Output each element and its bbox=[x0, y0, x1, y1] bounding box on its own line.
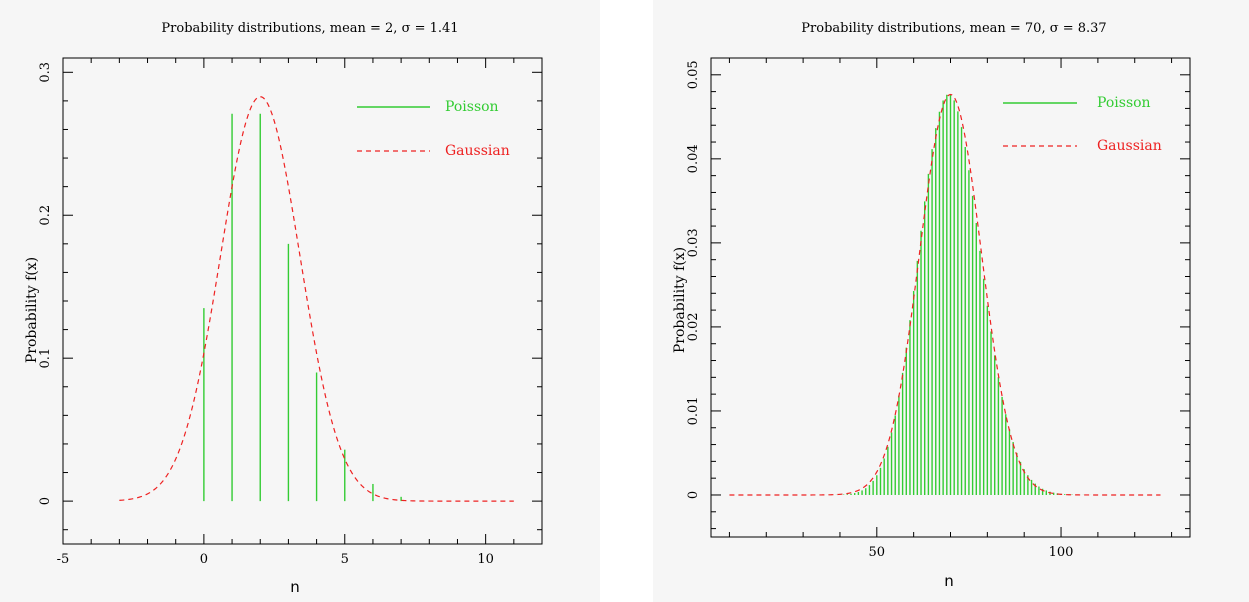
gaussian-curve bbox=[729, 93, 1161, 496]
legend-label-poisson: Poisson bbox=[445, 99, 499, 115]
chart-title: Probability distributions, mean = 70, σ … bbox=[801, 21, 1106, 36]
x-tick-label: 100 bbox=[1049, 545, 1074, 560]
y-tick-label: 0.3 bbox=[38, 62, 53, 83]
x-axis-label: n bbox=[944, 572, 954, 590]
y-tick-label: 0.05 bbox=[686, 60, 701, 89]
y-tick-label: 0.02 bbox=[686, 312, 701, 341]
left-chart-panel: Probability distributions, mean = 2, σ =… bbox=[0, 0, 600, 602]
plot-frame bbox=[62, 57, 543, 545]
right-chart: Probability distributions, mean = 70, σ … bbox=[672, 21, 1191, 590]
y-tick-label: 0.01 bbox=[686, 396, 701, 425]
right-chart-panel: Probability distributions, mean = 70, σ … bbox=[653, 0, 1249, 602]
left-chart: Probability distributions, mean = 2, σ =… bbox=[24, 21, 543, 596]
y-axis-label: Probability f(x) bbox=[672, 247, 688, 353]
y-axis-label: Probability f(x) bbox=[24, 257, 40, 363]
y-tick-label: 0.2 bbox=[38, 205, 53, 226]
legend-label-poisson: Poisson bbox=[1097, 95, 1151, 111]
y-tick-label: 0 bbox=[38, 497, 53, 505]
gaussian-curve bbox=[119, 96, 514, 502]
x-tick-label: -5 bbox=[57, 552, 70, 567]
x-tick-label: 50 bbox=[869, 545, 886, 560]
y-tick-label: 0 bbox=[686, 491, 701, 499]
y-tick-label: 0.03 bbox=[686, 228, 701, 257]
x-axis-label: n bbox=[290, 578, 300, 596]
legend-label-gaussian: Gaussian bbox=[445, 143, 510, 159]
x-tick-label: 5 bbox=[341, 552, 349, 567]
y-tick-label: 0.1 bbox=[38, 348, 53, 369]
legend-label-gaussian: Gaussian bbox=[1097, 138, 1162, 154]
x-tick-label: 0 bbox=[200, 552, 208, 567]
x-tick-label: 10 bbox=[477, 552, 494, 567]
y-tick-label: 0.04 bbox=[686, 144, 701, 173]
chart-title: Probability distributions, mean = 2, σ =… bbox=[161, 21, 458, 36]
